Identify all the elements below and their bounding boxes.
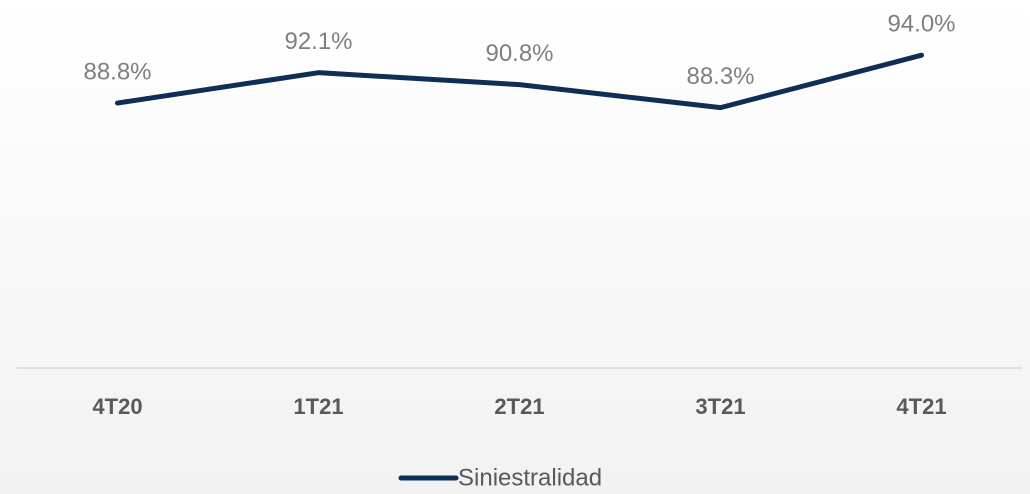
data-label: 94.0%	[887, 11, 955, 38]
x-tick-label: 2T21	[494, 394, 544, 419]
series-line	[115, 52, 924, 111]
legend: Siniestralidad	[398, 464, 602, 491]
legend-label: Siniestralidad	[458, 464, 602, 491]
data-label: 88.3%	[686, 63, 754, 90]
x-tick-label: 3T21	[695, 394, 745, 419]
data-label: 88.8%	[83, 58, 151, 85]
data-label: 92.1%	[284, 28, 352, 55]
x-tick-label: 4T21	[896, 394, 946, 419]
x-tick-label: 4T20	[92, 394, 142, 419]
data-label: 90.8%	[485, 40, 553, 67]
x-tick-label: 1T21	[293, 394, 343, 419]
